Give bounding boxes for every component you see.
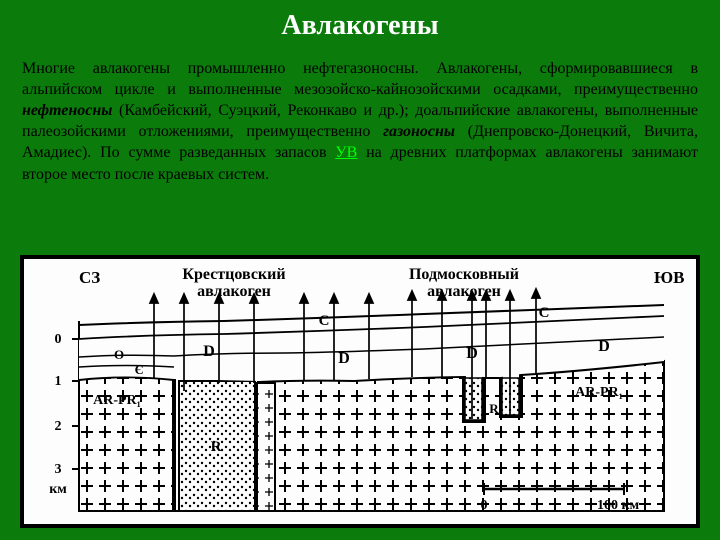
strata-c1: С: [319, 313, 330, 329]
fault-block-krest: [257, 383, 275, 511]
para-uv-link[interactable]: УВ: [335, 144, 357, 161]
basement-label-r: AR-PR₁: [575, 385, 623, 400]
para-part-1: Многие авлакогены промышленно нефтегазон…: [22, 60, 698, 98]
strata-d4: D: [598, 338, 610, 355]
strata-d1: D: [203, 343, 215, 360]
cross-section-svg: СЗ ЮВ Крестцовский авлакоген Подмосковны…: [24, 259, 696, 524]
riphean-podm1: [465, 378, 482, 420]
label-se: ЮВ: [654, 268, 684, 287]
ytick-1: 1: [55, 374, 62, 389]
ytick-2: 2: [55, 419, 62, 434]
strata-e: Є: [135, 362, 144, 377]
strata-d2: D: [338, 350, 350, 367]
ytick-0: 0: [55, 332, 62, 347]
slide: Авлакогены Многие авлакогены промышленно…: [0, 0, 720, 540]
strata-c2: С: [539, 305, 550, 321]
slide-title: Авлакогены: [22, 10, 698, 42]
slide-paragraph: Многие авлакогены промышленно нефтегазон…: [22, 58, 698, 185]
strata-r-krest: R: [211, 439, 222, 455]
basement-label-l: AR-PR₁: [93, 393, 141, 408]
label-krest-1: Крестцовский: [182, 266, 285, 283]
strata-o: O: [114, 347, 124, 362]
ytick-3: 3: [55, 462, 62, 477]
label-podm-2: авлакоген: [427, 283, 501, 300]
yunit: км: [49, 482, 67, 497]
label-podm-1: Подмосковный: [409, 266, 519, 283]
label-krest-2: авлакоген: [197, 283, 271, 300]
para-gaz: газоносны: [383, 123, 455, 140]
figure-container: СЗ ЮВ Крестцовский авлакоген Подмосковны…: [20, 255, 700, 528]
para-neft: нефтеносны: [22, 102, 112, 119]
strata-r-podm: R: [489, 401, 499, 416]
label-nw: СЗ: [79, 268, 100, 287]
